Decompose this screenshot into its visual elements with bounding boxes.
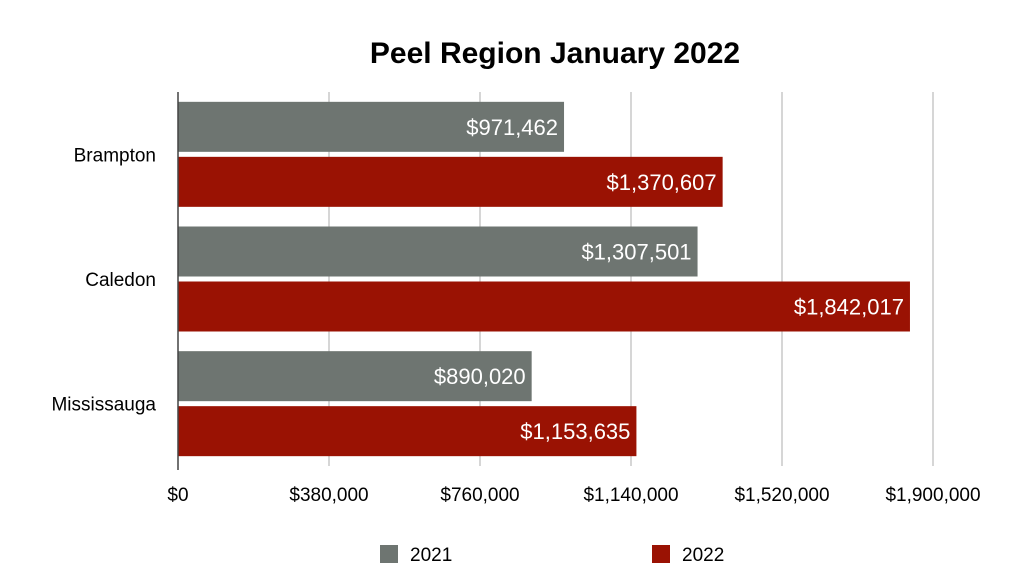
legend-swatch-2022	[652, 545, 670, 563]
x-tick-label: $0	[167, 485, 188, 506]
gridlines	[328, 92, 934, 466]
data-label: $1,370,607	[607, 170, 717, 195]
data-label: $890,020	[434, 364, 526, 389]
category-label: Brampton	[74, 145, 156, 166]
x-tick-label: $760,000	[440, 485, 519, 506]
bar-caledon-2022	[178, 281, 910, 332]
chart-title: Peel Region January 2022	[370, 37, 740, 70]
bar-brampton-2021	[178, 101, 565, 152]
legend-label: 2021	[410, 545, 452, 566]
bar-brampton-2022	[178, 156, 723, 207]
data-label: $1,153,635	[520, 419, 630, 444]
category-label: Mississauga	[51, 395, 156, 416]
legend: 2021 2022	[380, 545, 724, 566]
x-tick-label: $1,900,000	[885, 485, 980, 506]
category-label: Caledon	[85, 270, 156, 291]
axes: $0 $380,000 $760,000 $1,140,000 $1,520,000 $1…	[51, 92, 981, 506]
x-tick-label: $380,000	[289, 485, 368, 506]
bars: $971,462 $1,370,607 $1,307,501 $1,842,017 $8…	[178, 101, 910, 457]
x-tick-label: $1,520,000	[734, 485, 829, 506]
legend-label: 2022	[682, 545, 724, 566]
bar-mississauga-2022	[178, 406, 637, 457]
x-tick-label: $1,140,000	[583, 485, 678, 506]
data-label: $971,462	[466, 115, 558, 140]
legend-swatch-2021	[380, 545, 398, 563]
bar-mississauga-2021	[178, 351, 532, 402]
bar-caledon-2021	[178, 226, 698, 277]
data-label: $1,842,017	[794, 295, 904, 320]
data-label: $1,307,501	[581, 240, 691, 265]
